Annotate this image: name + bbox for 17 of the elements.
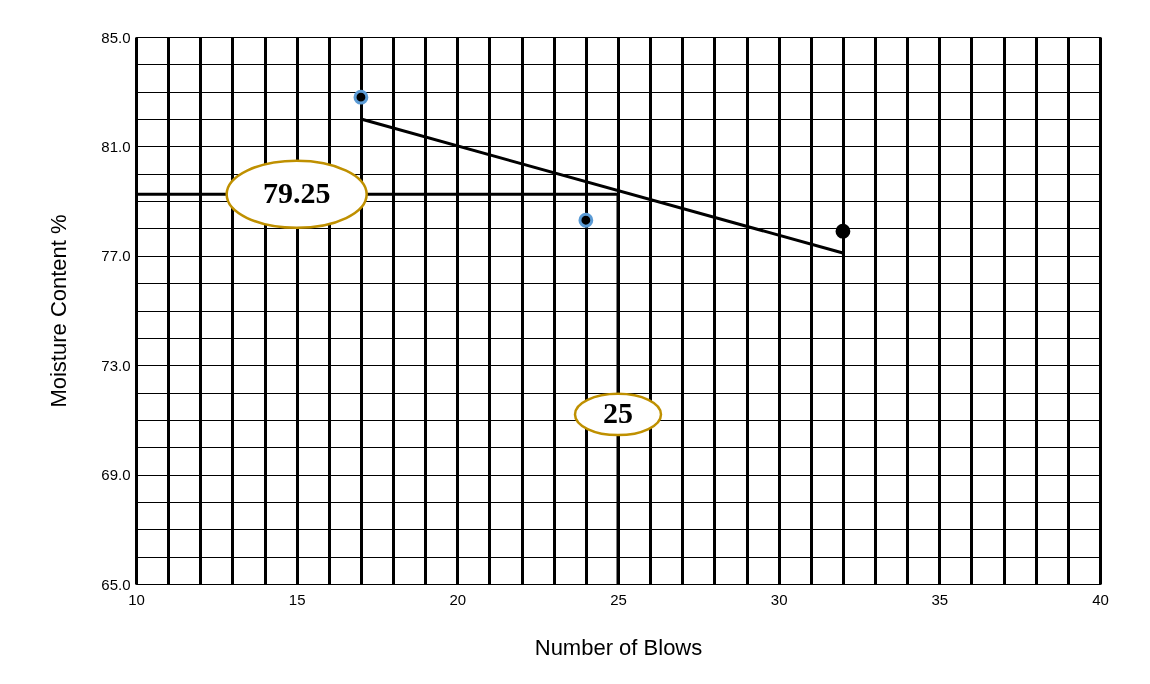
y-tick-label: 81.0 xyxy=(101,137,131,155)
x-tick-label: 10 xyxy=(128,590,145,608)
x-tick-label: 40 xyxy=(1092,590,1109,608)
x-tick-label: 35 xyxy=(931,590,949,608)
y-tick-label: 77.0 xyxy=(101,247,131,265)
x-tick-label: 30 xyxy=(770,590,788,608)
x-tick-label: 15 xyxy=(288,590,306,608)
y-tick-label: 69.0 xyxy=(101,466,131,484)
annotation: 79.25 xyxy=(262,176,331,210)
y-axis-title: Moisture Content % xyxy=(46,214,72,408)
y-tick-label: 73.0 xyxy=(101,356,131,374)
y-tick-label: 65.0 xyxy=(101,575,131,593)
x-axis-title: Number of Blows xyxy=(534,634,703,660)
x-tick-label: 25 xyxy=(610,590,627,608)
x-tick-label: 20 xyxy=(449,590,467,608)
y-tick-label: 85.0 xyxy=(101,28,131,46)
annotation: 25 xyxy=(603,396,633,430)
